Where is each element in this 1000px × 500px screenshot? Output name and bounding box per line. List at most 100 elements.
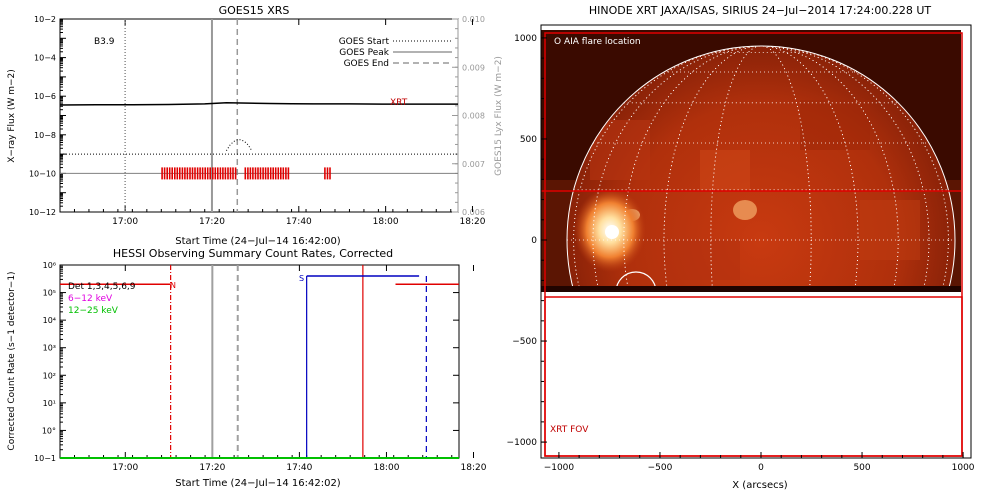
hessi-series-group (60, 275, 459, 459)
hessi-legend-12-25: 12−25 keV (68, 306, 119, 316)
hessi-y-tick-label: 10² (43, 371, 56, 380)
xrt-fov-label: XRT FOV (550, 425, 589, 435)
xrt-obs-mark (222, 167, 224, 180)
goes-y2-tick-label: 0.006 (462, 208, 485, 217)
goes-y-tick-label: 10−8 (34, 131, 56, 140)
xrt-obs-mark (272, 167, 274, 180)
hessi-y-tick-label: 10³ (43, 344, 56, 353)
xrt-obs-mark (267, 167, 269, 180)
goes-legend-end: GOES End (344, 59, 389, 69)
image-x-tick-label: 0 (758, 463, 764, 473)
xrt-obs-mark (217, 167, 219, 180)
goes-xrs-panel: GOES15 XRS 10−12 10−10 10−8 10−6 10−4 10−2 0.… (7, 4, 504, 247)
hessi-y-tick-label: 10° (42, 426, 56, 435)
goes-y2-axis: 0.006 0.007 0.008 0.009 0.010 (452, 15, 485, 217)
image-x-tick-label: −500 (648, 463, 673, 473)
xrt-obs-mark (161, 167, 163, 180)
xrt-obs-mark (204, 167, 206, 180)
goes-series-group (59, 101, 458, 174)
hessi-marker-n: N (170, 281, 176, 290)
hessi-ylabel: Corrected Count Rate (s−1 detector−1) (7, 271, 17, 450)
image-y-tick-label: 1000 (514, 34, 537, 44)
hessi-x-tick-label: 17:20 (199, 463, 225, 473)
hessi-legend-det: Det 1,3,4,5,6,9 (68, 282, 136, 292)
xrt-obs-mark (247, 167, 249, 180)
image-title: HINODE XRT JAXA/ISAS, SIRIUS 24−Jul−2014… (589, 4, 931, 17)
xrt-obs-mark (201, 167, 204, 180)
xrt-obs-mark (264, 167, 267, 180)
hessi-y-tick-label: 10⁶ (43, 261, 56, 270)
goes-legend-peak: GOES Peak (339, 48, 389, 58)
xrt-obs-mark (206, 167, 209, 180)
goes-y-axis: 10−12 10−10 10−8 10−6 10−4 10−2 (29, 15, 66, 217)
xrt-obs-mark (219, 167, 222, 180)
xrt-obs-mark (196, 167, 199, 180)
xrt-obs-mark (287, 167, 290, 180)
image-x-tick-label: −1000 (544, 463, 575, 473)
xrt-obs-mark (257, 167, 259, 180)
xrt-obs-mark (171, 167, 173, 180)
xrt-obs-mark (254, 167, 257, 180)
hessi-y-tick-label: 10⁵ (43, 289, 56, 298)
goes-legend: GOES Start GOES Peak GOES End (339, 37, 452, 69)
goes-x-tick-label: 17:20 (199, 217, 225, 227)
xrt-obs-mark (174, 167, 176, 180)
hessi-x-tick-label: 17:40 (286, 463, 312, 473)
grid-longitude-line (573, 46, 949, 292)
xrt-obs-mark (181, 167, 184, 180)
grid-longitude-line (623, 46, 899, 292)
xrt-obs-mark (244, 167, 247, 180)
active-region (733, 200, 757, 220)
xrt-obs-mark (329, 167, 331, 180)
xrt-obs-mark (166, 167, 168, 180)
image-y-tick-label: −500 (512, 337, 537, 347)
xrt-obs-mark (212, 167, 214, 180)
hessi-xlabel: Start Time (24−Jul−14 16:42:02) (175, 478, 341, 489)
hessi-y-tick-label: 10−1 (34, 454, 56, 463)
goes-y2-tick-label: 0.008 (462, 112, 485, 121)
image-y-tick-label: 500 (520, 135, 537, 145)
xrt-obs-mark (277, 167, 280, 180)
xrt-obs-mark (191, 167, 194, 180)
xrt-obs-mark (280, 167, 282, 180)
goes-y2-tick-label: 0.007 (462, 160, 485, 169)
goes-x-axis: 17:00 17:20 17:40 18:00 18:20 (59, 19, 486, 227)
texture-patch (660, 240, 740, 280)
hessi-marker-s: S (299, 274, 304, 283)
goes-y-tick-label: 10−6 (34, 92, 56, 101)
grid-longitude-line (710, 46, 812, 292)
grid-longitude-line (663, 46, 859, 292)
hessi-x-tick-label: 17:00 (112, 463, 138, 473)
xrt-observation-marks (161, 167, 331, 180)
xrt-obs-mark (194, 167, 196, 180)
xrt-obs-mark (269, 167, 272, 180)
hessi-title: HESSI Observing Summary Count Rates, Cor… (113, 247, 393, 260)
hessi-x-tick-label: 18:20 (461, 463, 487, 473)
aia-flare-location-marker (615, 271, 657, 292)
xrt-obs-mark (214, 167, 217, 180)
xrt-obs-mark (209, 167, 211, 180)
image-x-axis: −1000 −500 0 500 1000 (544, 452, 975, 473)
texture-patch (860, 200, 920, 260)
goes-y-tick-label: 10−10 (29, 169, 56, 178)
xrt-image (541, 30, 961, 292)
xrt-obs-mark (282, 167, 285, 180)
goes-legend-start: GOES Start (339, 37, 390, 47)
xrt-fov-inner-box (544, 296, 963, 457)
goes-y2-tick-label: 0.010 (462, 15, 485, 24)
xrt-obs-mark (227, 167, 229, 180)
xrt-obs-mark (176, 167, 179, 180)
goes-xrt-label: XRT (390, 98, 408, 108)
xrt-obs-mark (324, 167, 326, 180)
goes-x-tick-label: 18:00 (373, 217, 399, 227)
xrt-obs-mark (199, 167, 201, 180)
image-x-tick-label: 500 (853, 463, 870, 473)
image-y-tick-label: 0 (531, 236, 537, 246)
goes-event-lines (124, 19, 239, 212)
xrt-obs-mark (186, 167, 189, 180)
goes-series-Lyx (225, 139, 253, 151)
xrt-obs-mark (234, 167, 237, 180)
image-data-cut (541, 286, 961, 292)
goes-y-tick-label: 10−12 (29, 208, 56, 217)
goes-ylabel-right: GOES15 Lyx Flux (W m−2) (494, 56, 504, 176)
